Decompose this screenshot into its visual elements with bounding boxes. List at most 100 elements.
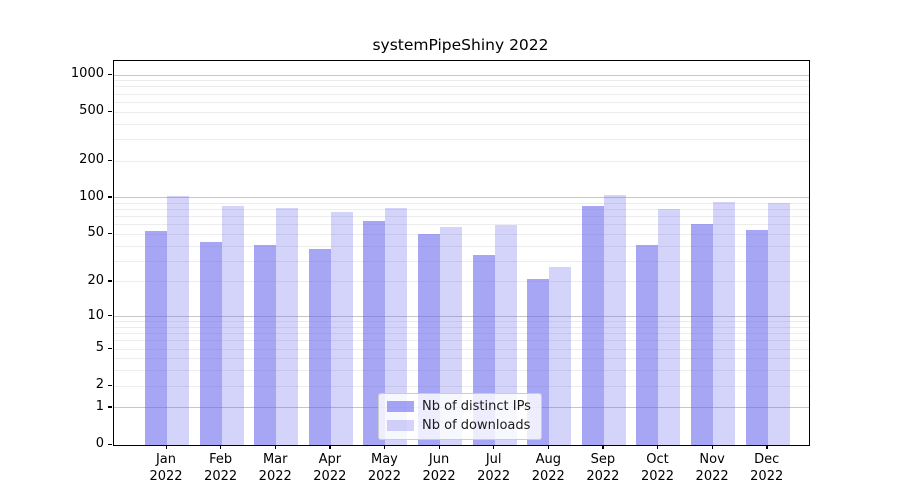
x-tick-label: Dec 2022 bbox=[735, 451, 799, 485]
y-tick-mark bbox=[108, 232, 112, 235]
gridline-minor bbox=[114, 326, 809, 328]
x-tick-month: Jan bbox=[155, 452, 177, 467]
x-tick-label: Jun 2022 bbox=[407, 451, 471, 485]
bar-ips bbox=[581, 205, 604, 445]
gridline-minor bbox=[114, 209, 809, 211]
y-tick-label: 20 bbox=[87, 272, 104, 288]
x-tick-month: Oct bbox=[646, 452, 669, 467]
x-tick-label: Jul 2022 bbox=[462, 451, 526, 485]
gridline-minor bbox=[114, 340, 809, 342]
bar-downloads bbox=[494, 224, 517, 445]
gridline-minor bbox=[114, 160, 809, 162]
y-tick-label: 200 bbox=[79, 152, 104, 167]
x-tick-label: Mar 2022 bbox=[243, 451, 307, 485]
x-tick-label: Sep 2022 bbox=[571, 451, 635, 485]
y-tick-label: 5 bbox=[95, 340, 104, 356]
y-tick-label: 50 bbox=[87, 225, 104, 241]
y-tick-mark bbox=[108, 315, 112, 317]
gridline-minor bbox=[114, 321, 809, 323]
x-tick-month: Sep bbox=[590, 452, 616, 467]
bar-downloads bbox=[276, 208, 299, 445]
x-tick-year: 2022 bbox=[586, 469, 620, 484]
x-tick-year: 2022 bbox=[313, 469, 347, 484]
x-tick-mark bbox=[383, 445, 386, 449]
y-tick-label: 10 bbox=[87, 307, 104, 323]
bar-downloads bbox=[658, 209, 681, 445]
x-tick-year: 2022 bbox=[258, 469, 292, 484]
x-tick-mark bbox=[547, 445, 550, 449]
bar-downloads bbox=[167, 196, 189, 445]
y-tick-mark bbox=[108, 280, 112, 282]
legend: Nb of distinct IPs Nb of downloads bbox=[378, 393, 542, 440]
x-tick-month: Nov bbox=[699, 452, 725, 467]
gridline-minor bbox=[114, 138, 809, 140]
x-tick-mark bbox=[165, 445, 167, 449]
gridline-minor bbox=[114, 260, 809, 262]
x-tick-mark bbox=[711, 445, 713, 449]
bar-downloads bbox=[713, 202, 736, 445]
bar-ips bbox=[745, 230, 768, 445]
bar-ips bbox=[636, 244, 659, 445]
x-tick-label: Nov 2022 bbox=[680, 451, 744, 485]
x-tick-month: Apr bbox=[318, 452, 342, 467]
x-tick-month: Dec bbox=[754, 452, 780, 467]
gridline-minor bbox=[114, 101, 809, 103]
bar-downloads bbox=[330, 212, 353, 445]
x-tick-mark bbox=[438, 445, 440, 449]
x-tick-month: May bbox=[370, 452, 398, 467]
bar-ips bbox=[363, 220, 386, 445]
x-tick-year: 2022 bbox=[367, 469, 401, 484]
x-tick-year: 2022 bbox=[149, 469, 183, 484]
y-tick-mark bbox=[108, 159, 112, 161]
bar-downloads bbox=[440, 226, 463, 445]
x-tick-month: Aug bbox=[535, 452, 561, 467]
x-tick-year: 2022 bbox=[640, 469, 675, 484]
x-tick-label: May 2022 bbox=[352, 451, 416, 485]
bar-ips bbox=[254, 244, 277, 445]
gridline-minor bbox=[114, 370, 809, 372]
gridline-major bbox=[114, 316, 809, 318]
y-tick-mark bbox=[108, 73, 112, 75]
legend-swatch bbox=[387, 401, 414, 412]
y-tick-mark bbox=[108, 347, 112, 349]
x-tick-year: 2022 bbox=[422, 469, 456, 484]
legend-label-downloads: Nb of downloads bbox=[422, 418, 531, 433]
bar-downloads bbox=[549, 266, 572, 445]
gridline-minor bbox=[114, 80, 809, 82]
x-tick-label: Jan 2022 bbox=[134, 451, 198, 485]
gridline-minor bbox=[114, 245, 809, 247]
gridline-minor bbox=[114, 358, 809, 360]
gridline-major bbox=[114, 197, 809, 199]
x-tick-year: 2022 bbox=[477, 469, 511, 484]
y-tick-mark bbox=[108, 384, 112, 386]
y-tick-label: 100 bbox=[79, 188, 104, 204]
y-tick-mark bbox=[108, 443, 112, 445]
x-tick-mark bbox=[329, 445, 331, 449]
y-tick-label: 1 bbox=[95, 398, 104, 414]
gridline-minor bbox=[114, 348, 809, 350]
bar-ips bbox=[691, 223, 714, 445]
bar-downloads bbox=[221, 205, 244, 445]
bar-ips bbox=[199, 242, 222, 445]
legend-row: Nb of downloads bbox=[387, 418, 533, 433]
plot-area bbox=[113, 60, 810, 446]
chart-title: systemPipeShiny 2022 bbox=[372, 36, 549, 54]
gridline-minor bbox=[114, 86, 809, 88]
gridline-minor bbox=[114, 385, 809, 387]
x-tick-month: Feb bbox=[209, 452, 233, 467]
x-tick-year: 2022 bbox=[695, 469, 729, 484]
legend-row: Nb of distinct IPs bbox=[387, 399, 533, 414]
y-tick-label: 0 bbox=[95, 436, 104, 451]
y-tick-mark bbox=[108, 110, 112, 112]
gridline-minor bbox=[114, 202, 809, 204]
x-tick-year: 2022 bbox=[531, 469, 565, 484]
legend-swatch bbox=[387, 420, 414, 431]
gridline-major bbox=[114, 74, 809, 76]
y-tick-mark bbox=[108, 196, 112, 198]
x-tick-month: Jul bbox=[485, 452, 502, 467]
x-tick-mark bbox=[656, 445, 659, 449]
x-tick-year: 2022 bbox=[750, 469, 784, 484]
gridline-minor bbox=[114, 111, 809, 113]
bar-downloads bbox=[385, 208, 408, 445]
